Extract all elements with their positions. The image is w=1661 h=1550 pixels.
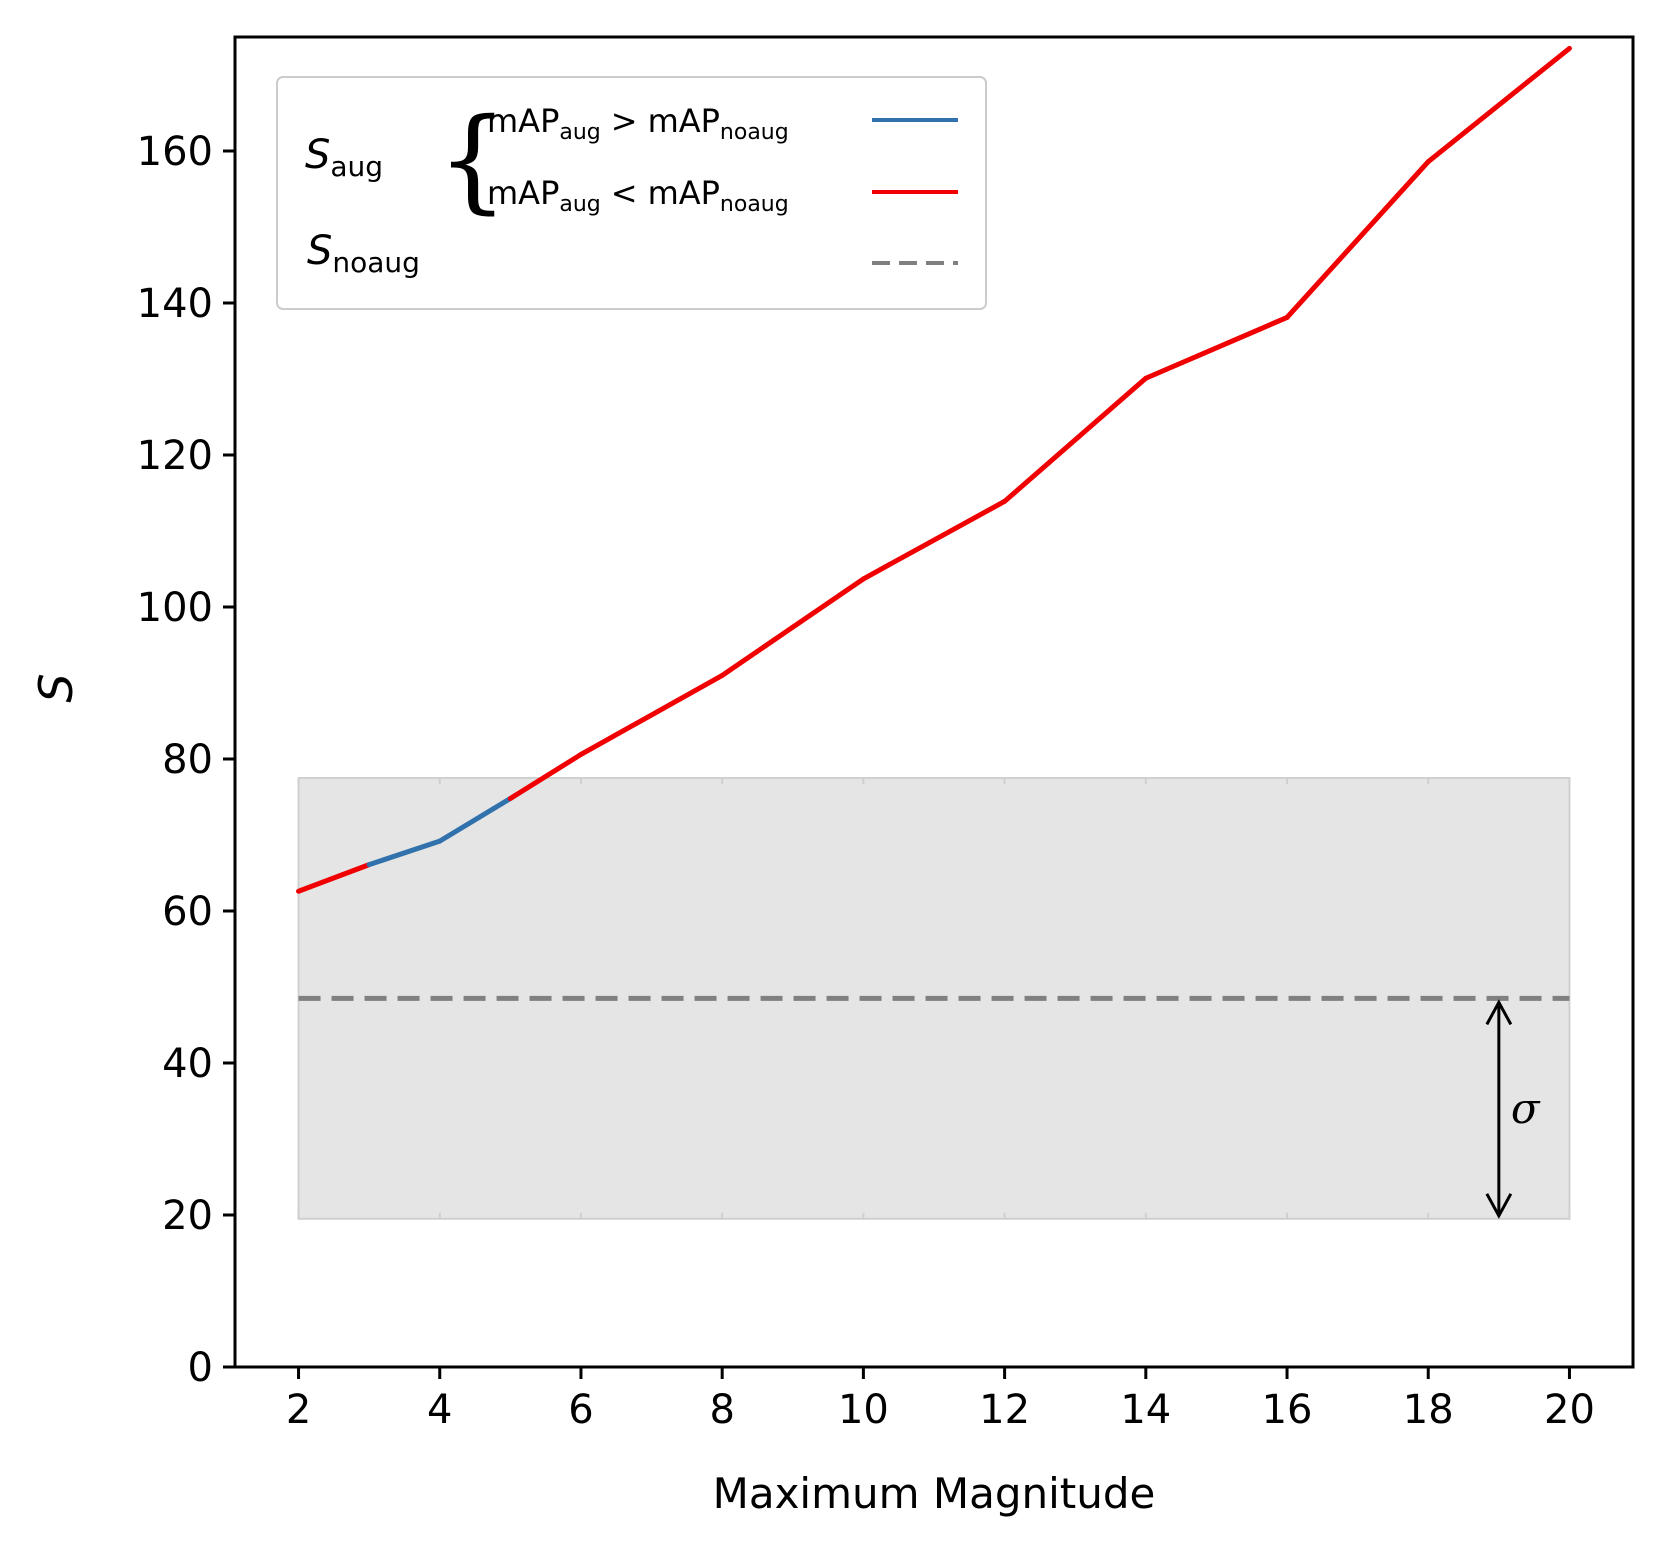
saug-line	[296, 45, 1572, 894]
x-tick-label: 8	[709, 1387, 734, 1433]
saug-segment-lower	[1284, 159, 1431, 320]
legend-lower-b: mAP	[648, 174, 720, 212]
y-tick-label: 0	[188, 1345, 213, 1391]
y-tick-label: 60	[162, 889, 213, 935]
legend-lower-a: mAP	[487, 174, 559, 212]
legend-higher-label: mAPaug > mAPnoaug	[487, 102, 789, 145]
band-tick-marks	[297, 778, 1571, 1219]
legend-lower-label: mAPaug < mAPnoaug	[487, 174, 789, 217]
legend-higher-b-sub: noaug	[720, 120, 789, 145]
y-axis: 0 20 40 60 80 100 120 140 160	[137, 129, 235, 1391]
y-tick-label: 120	[137, 433, 213, 479]
saug-segment-lower	[296, 862, 372, 894]
legend: Saug { mAPaug > mAPnoaug mAPaug < mAPnoaug S…	[276, 76, 987, 310]
saug-segment-higher	[366, 838, 443, 868]
saug-segment-lower	[1002, 375, 1149, 504]
legend-lower-b-sub: noaug	[720, 192, 789, 217]
x-tick-label: 6	[568, 1387, 593, 1433]
saug-segment-lower	[578, 672, 725, 757]
plot-frame	[233, 35, 1635, 1369]
x-tick-label: 12	[979, 1387, 1030, 1433]
legend-higher-a-sub: aug	[559, 120, 600, 145]
x-tick-label: 18	[1403, 1387, 1454, 1433]
x-tick-label: 2	[286, 1387, 311, 1433]
legend-higher-a: mAP	[487, 102, 559, 140]
legend-box	[276, 76, 987, 310]
legend-snoaug-sub: noaug	[332, 246, 420, 279]
legend-lower-a-sub: aug	[559, 192, 600, 217]
legend-saug-base: S	[305, 132, 330, 178]
x-tick-label: 14	[1120, 1387, 1171, 1433]
x-tick-label: 20	[1544, 1387, 1595, 1433]
x-tick-label: 4	[427, 1387, 452, 1433]
x-tick-label: 10	[838, 1387, 889, 1433]
legend-higher-op: >	[611, 102, 638, 140]
legend-higher-b: mAP	[648, 102, 720, 140]
legend-snoaug-base: S	[307, 228, 332, 274]
legend-snoaug-label: Snoaug	[307, 228, 420, 279]
legend-saug-label: Saug	[305, 132, 383, 183]
y-tick-label: 140	[137, 281, 213, 327]
x-axis: 2 4 6 8 10 12 14 16 18 20	[286, 1367, 1595, 1433]
sigma-arrow	[1485, 999, 1513, 1219]
sigma-arrow-head-top	[1485, 999, 1513, 1026]
saug-segment-lower	[1425, 45, 1572, 165]
legend-lower-op: <	[611, 174, 638, 212]
x-axis-label: Maximum Magnitude	[713, 1469, 1156, 1518]
saug-segment-lower	[719, 576, 866, 678]
sigma-arrow-head-bottom	[1485, 1193, 1513, 1219]
y-tick-label: 40	[162, 1041, 213, 1087]
y-tick-label: 160	[137, 129, 213, 175]
legend-brace: {	[437, 95, 508, 225]
legend-saug-sub: aug	[330, 150, 383, 183]
y-tick-label: 100	[137, 585, 213, 631]
y-tick-label: 80	[162, 737, 213, 783]
saug-segment-lower	[1143, 314, 1290, 381]
sigma-label: σ	[1511, 1084, 1541, 1133]
saug-segment-lower	[860, 498, 1008, 582]
y-tick-label: 20	[162, 1193, 213, 1239]
y-axis-label: S	[29, 673, 83, 702]
saug-segment-lower	[507, 751, 584, 802]
x-tick-label: 16	[1262, 1387, 1313, 1433]
saug-segment-higher	[437, 796, 513, 844]
